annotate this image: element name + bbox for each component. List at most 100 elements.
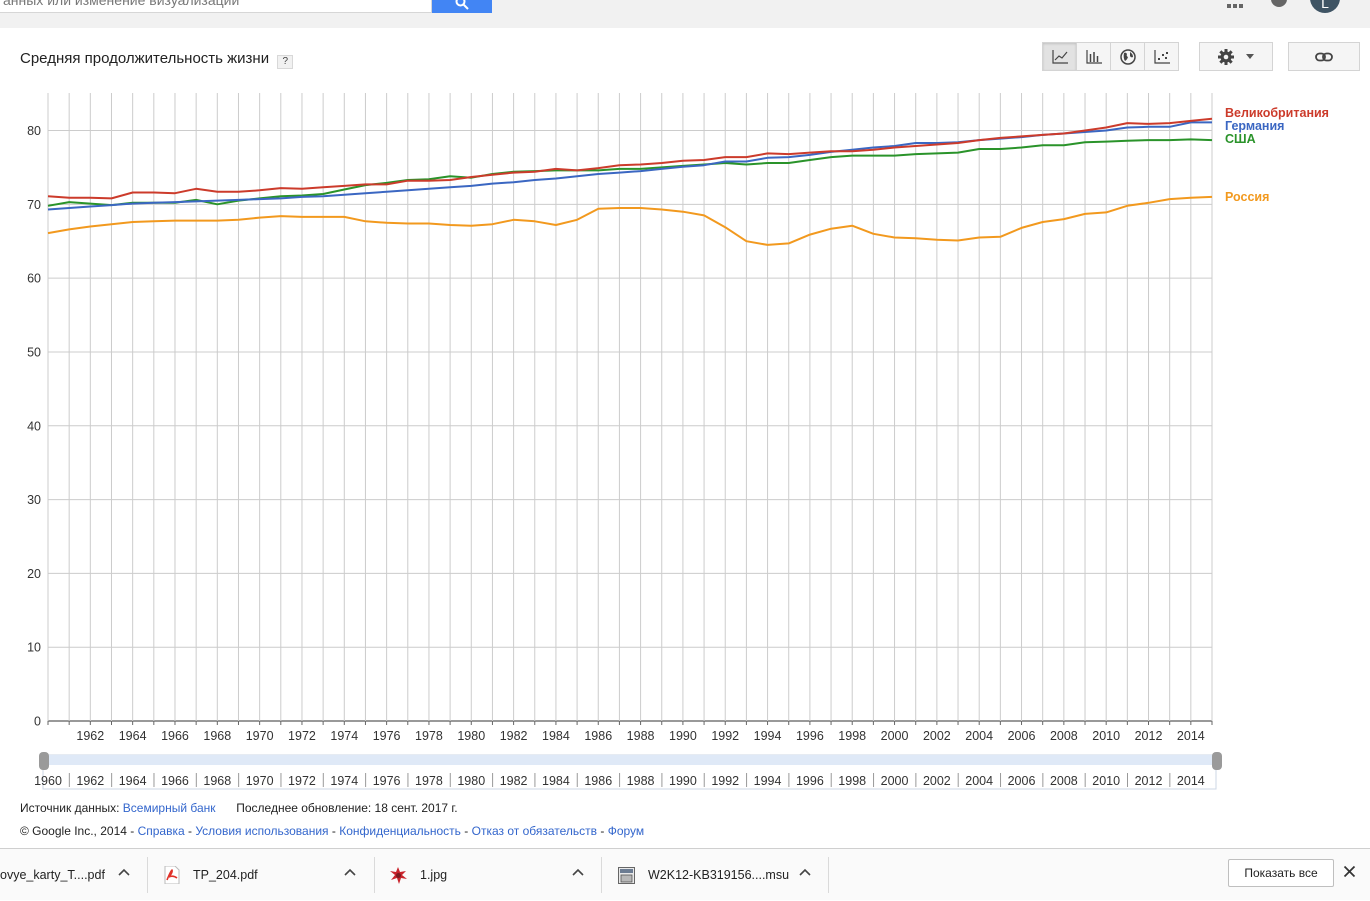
legend-label: Россия [1225,190,1269,204]
x-tick-label: 1970 [246,729,274,743]
chevron-up-icon[interactable] [118,868,130,876]
x-tick-label: 1988 [627,729,655,743]
link-button[interactable] [1288,42,1360,71]
y-tick-label: 50 [27,345,41,359]
range-label: 1966 [161,774,189,788]
globe-icon [1119,48,1136,65]
last-updated: Последнее обновление: 18 сент. 2017 г. [236,801,458,815]
copyright: © Google Inc., 2014 - [20,824,138,838]
series-line-3 [47,195,1213,246]
settings-button[interactable] [1199,42,1273,71]
x-tick-label: 1996 [796,729,824,743]
line-chart-button[interactable] [1042,42,1077,71]
footer: © Google Inc., 2014 - Справка - Условия … [20,824,645,838]
show-all-downloads-button[interactable]: Показать все [1228,859,1334,887]
range-label: 2008 [1050,774,1078,788]
chevron-up-icon[interactable] [344,868,356,876]
range-handle-right [1212,752,1222,770]
scatter-chart-icon [1153,49,1170,64]
x-tick-label: 2004 [965,729,993,743]
x-tick-label: 1962 [76,729,104,743]
range-label: 1980 [457,774,485,788]
x-tick-label: 2002 [923,729,951,743]
range-label: 1988 [627,774,655,788]
x-axis: 1962 1964 1966 1968 1970 1972 1974 1976 1978 1980… [76,729,1204,743]
y-tick-label: 20 [27,567,41,581]
download-item[interactable]: TP_204.pdf [164,849,258,901]
chevron-up-icon[interactable] [799,868,811,876]
download-filename: 1.jpg [420,868,448,882]
range-label: 1978 [415,774,443,788]
help-button[interactable]: ? [277,55,294,69]
source-link[interactable]: Всемирный банк [122,801,216,815]
installer-file-icon [618,866,635,884]
x-tick-label: 1994 [754,729,782,743]
x-tick-label: 1976 [373,729,401,743]
download-item[interactable]: W2K12-KB319156....msu [618,849,789,901]
range-label: 1998 [838,774,866,788]
range-label: 1994 [754,774,782,788]
view-switcher [1042,42,1179,71]
top-bar: анных или изменение визуализации L [0,0,1370,28]
x-tick-label: 2012 [1135,729,1163,743]
x-tick-label: 1968 [203,729,231,743]
link-icon [1315,52,1333,61]
avatar[interactable]: L [1310,0,1340,13]
range-label: 2010 [1092,774,1120,788]
privacy-link[interactable]: Конфиденциальность [339,824,461,838]
x-tick-label: 1992 [711,729,739,743]
search-button[interactable] [432,0,492,13]
range-label: 1960 [34,774,62,788]
x-tick-label: 2000 [881,729,909,743]
chevron-up-icon[interactable] [572,868,584,876]
range-label: 2002 [923,774,951,788]
forum-link[interactable]: Форум [607,824,645,838]
search-input[interactable]: анных или изменение визуализации [0,0,432,13]
line-chart-icon [1051,49,1068,64]
range-label: 1984 [542,774,570,788]
x-tick-label: 1986 [584,729,612,743]
legend-label: Великобритания [1225,106,1329,120]
range-label: 1996 [796,774,824,788]
range-label: 1964 [119,774,147,788]
x-tick-label: 1966 [161,729,189,743]
x-tick-label: 1982 [500,729,528,743]
x-tick-label: 2010 [1092,729,1120,743]
download-filename: TP_204.pdf [193,868,258,882]
x-tick-label: 2006 [1008,729,1036,743]
range-label: 2000 [881,774,909,788]
x-tick-label: 2008 [1050,729,1078,743]
x-tick-label: 1974 [330,729,358,743]
terms-link[interactable]: Условия использования [195,824,329,838]
download-filename: ovye_karty_T....pdf [0,868,105,882]
range-label: 1962 [76,774,104,788]
range-label: 2014 [1177,774,1205,788]
x-tick-label: 1964 [119,729,147,743]
download-item[interactable]: 1.jpg [390,849,447,901]
data-source: Источник данных: Всемирный банк Последне… [20,801,458,815]
apps-icon[interactable] [1227,2,1243,10]
chart-title: Средняя продолжительность жизни ? [20,50,294,69]
help-link[interactable]: Справка [137,824,185,838]
close-icon[interactable] [1343,865,1356,878]
range-label: 2006 [1008,774,1036,788]
download-item[interactable]: ovye_karty_T....pdf [0,849,105,901]
range-label: 1982 [500,774,528,788]
range-label: 1986 [584,774,612,788]
disclaimer-link[interactable]: Отказ от обязательств [471,824,598,838]
time-range-slider[interactable]: 1960 1962 1964 1966 1968 1970 1972 1974 1976 1978… [34,752,1222,790]
y-tick-label: 40 [27,419,41,433]
range-label: 1970 [246,774,274,788]
grid [47,93,1213,725]
search-icon [455,0,469,10]
map-button[interactable] [1110,42,1145,71]
gear-icon [1218,48,1234,65]
scatter-chart-button[interactable] [1144,42,1179,71]
range-label: 2004 [965,774,993,788]
range-label: 2012 [1135,774,1163,788]
x-tick-label: 1972 [288,729,316,743]
pdf-file-icon [164,866,180,884]
notifications-icon[interactable] [1270,0,1288,8]
